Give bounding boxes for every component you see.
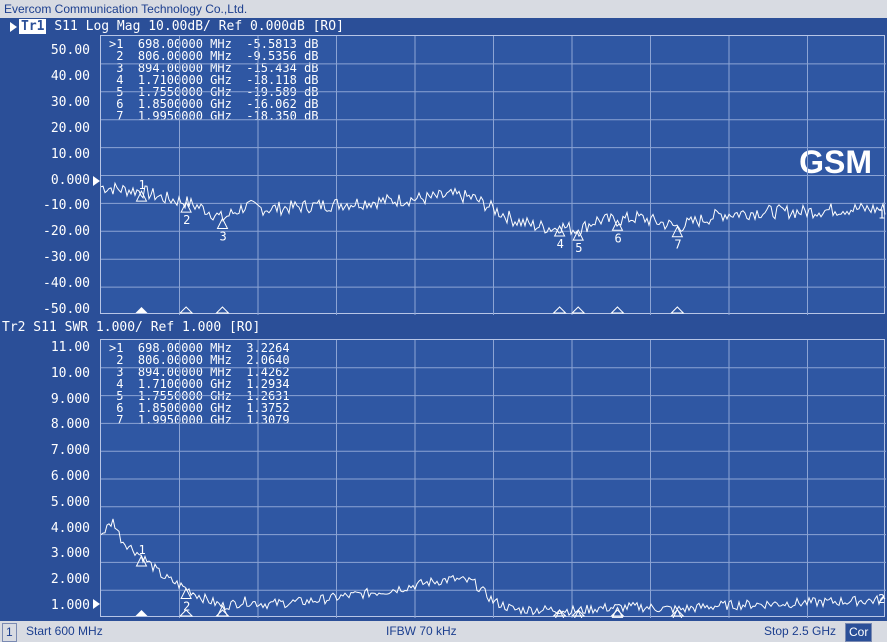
trace2-y-tick: 8.000 [50, 417, 90, 433]
trace1-chart: 1 2 3 4 5 6 7 1 [101, 36, 886, 315]
trace2-marker-7[interactable] [672, 608, 683, 618]
trace1-marker-row: 3 894.00000 MHz -15.434 dB [109, 61, 319, 75]
trace2-marker-row: 2 806.00000 MHz 2.0640 [109, 353, 290, 367]
trace1-marker-7[interactable] [671, 225, 684, 238]
trace2-marker-row: >1 698.00000 MHz 3.2264 [109, 341, 290, 355]
trace1-bottom-marker [178, 306, 194, 314]
trace2-y-tick: 6.000 [50, 469, 90, 484]
trace1-y-tick: 40.00 [50, 68, 90, 84]
trace1-y-tick: -40.00 [43, 276, 90, 292]
trace1-bottom-marker [552, 306, 567, 314]
trace2-plot[interactable]: >1 698.00000 MHz 3.2264 2 806.00000 MHz … [100, 339, 886, 618]
trace2-format-label: Tr2 S11 SWR 1.000/ Ref 1.000 [RO] [2, 320, 261, 335]
trace1-marker-row: 4 1.7100000 GHz -18.118 dB [109, 73, 319, 87]
trace1-marker-label: 6 [614, 231, 621, 245]
trace1-marker-label: 5 [575, 241, 582, 255]
window-title-bar: Evercom Communication Technology Co.,Ltd… [0, 0, 887, 18]
trace1-bottom-marker [570, 306, 586, 314]
trace2-bottom-marker [552, 609, 567, 617]
trace1-plot[interactable]: >1 698.00000 MHz -5.5813 dB 2 806.00000 … [100, 35, 886, 315]
trace1-number-label: 1 [878, 207, 885, 221]
band-annotation: GSM [799, 144, 872, 180]
trace2-marker-1[interactable] [135, 554, 148, 567]
trace1-header[interactable]: Tr1 S11 Log Mag 10.00dB/ Ref 0.000dB [RO… [0, 18, 344, 36]
trace2-y-tick: 9.000 [50, 391, 90, 407]
trace2-marker-label: 2 [183, 600, 190, 614]
trace1-marker-label: 2 [183, 213, 190, 227]
trace1-marker-3[interactable] [216, 217, 229, 230]
trace2-marker-row: 6 1.8500000 GHz 1.3752 [109, 401, 290, 415]
trace1-bottom-marker [670, 306, 685, 314]
trace1-marker-label: 7 [674, 238, 681, 252]
correction-indicator[interactable]: Cor [845, 623, 873, 642]
start-frequency[interactable]: Start 600 MHz [26, 624, 103, 638]
trace2-bottom-marker [610, 609, 625, 617]
trace1-marker-2[interactable] [180, 200, 192, 213]
trace1-marker-row: >1 698.00000 MHz -5.5813 dB [109, 37, 319, 51]
trace1-y-tick: 10.00 [50, 146, 90, 162]
trace1-marker-table: >1 698.00000 MHz -5.5813 dB 2 806.00000 … [109, 38, 319, 122]
trace2-y-tick: 2.000 [50, 572, 90, 588]
active-trace-arrow-icon [10, 21, 17, 32]
trace2-marker-3[interactable] [216, 604, 229, 617]
trace2-bottom-marker [178, 609, 194, 617]
trace1-marker-label: 1 [138, 178, 145, 192]
trace1-y-tick: 0.000 [50, 172, 90, 188]
trace1-marker-row: 6 1.8500000 GHz -16.062 dB [109, 97, 319, 111]
trace2-y-tick: 5.000 [50, 494, 90, 510]
trace2-reference-arrow-icon[interactable] [93, 599, 100, 609]
trace1-y-tick: -10.00 [43, 198, 90, 214]
trace1-y-tick: 20.00 [50, 120, 90, 136]
trace1-marker-row: 7 1.9950000 GHz -18.350 dB [109, 109, 319, 123]
trace1-bottom-marker [135, 307, 148, 313]
trace2-y-tick: 4.000 [50, 520, 90, 536]
trace1-active-label[interactable]: Tr1 [19, 19, 47, 34]
trace2-marker-row: 4 1.7100000 GHz 1.2934 [109, 377, 290, 391]
trace2-header[interactable]: Tr2 S11 SWR 1.000/ Ref 1.000 [RO] [2, 319, 260, 337]
trace1-y-tick: -20.00 [43, 224, 90, 240]
trace1-y-tick: 50.00 [50, 43, 90, 58]
trace2-marker-2[interactable] [180, 587, 192, 600]
trace1-format-label: S11 Log Mag 10.00dB/ Ref 0.000dB [RO] [54, 19, 344, 34]
trace2-bottom-marker [670, 609, 685, 617]
ifbw-value[interactable]: IFBW 70 kHz [386, 624, 457, 638]
trace1-trace-line [101, 181, 886, 238]
trace1-marker-row: 2 806.00000 MHz -9.5356 dB [109, 49, 319, 63]
trace2-marker-label: 1 [138, 543, 145, 557]
trace1-y-tick: -30.00 [43, 250, 90, 266]
trace2-marker-label: 3 [219, 617, 226, 618]
trace2-chart: 12345672 [101, 340, 886, 618]
trace2-y-tick: 11.00 [50, 340, 90, 355]
trace2-marker-row: 3 894.00000 MHz 1.4262 [109, 365, 290, 379]
window-title: Evercom Communication Technology Co.,Ltd… [4, 2, 248, 16]
trace1-marker-1[interactable] [135, 189, 148, 202]
trace1-marker-5[interactable] [572, 229, 585, 241]
trace1-y-tick: -50.00 [43, 302, 90, 317]
trace1-y-tick: 30.00 [50, 94, 90, 110]
channel-indicator[interactable]: 1 [2, 623, 17, 642]
trace1-marker-label: 4 [557, 237, 564, 251]
trace2-y-tick: 1.000 [50, 598, 90, 613]
trace2-bottom-marker [570, 609, 586, 617]
trace2-number-label: 2 [878, 592, 885, 606]
trace1-bottom-marker [610, 306, 625, 314]
trace2-y-tick: 7.000 [50, 443, 90, 459]
trace2-trace-line [101, 518, 886, 617]
trace2-bottom-marker [135, 610, 148, 616]
trace2-marker-4[interactable] [555, 608, 565, 618]
trace2-bottom-marker [215, 609, 230, 617]
trace2-y-tick: 10.00 [50, 365, 90, 381]
trace1-bottom-marker [215, 306, 230, 314]
stop-frequency[interactable]: Stop 2.5 GHz [764, 624, 837, 638]
trace1-marker-label: 3 [219, 230, 226, 244]
trace1-marker-4[interactable] [553, 224, 566, 237]
trace1-marker-6[interactable] [611, 219, 624, 231]
status-bar: 1 Start 600 MHz IFBW 70 kHz Stop 2.5 GHz… [0, 621, 887, 642]
trace2-y-tick: 3.000 [50, 546, 90, 562]
trace1-reference-arrow-icon[interactable] [93, 176, 100, 186]
